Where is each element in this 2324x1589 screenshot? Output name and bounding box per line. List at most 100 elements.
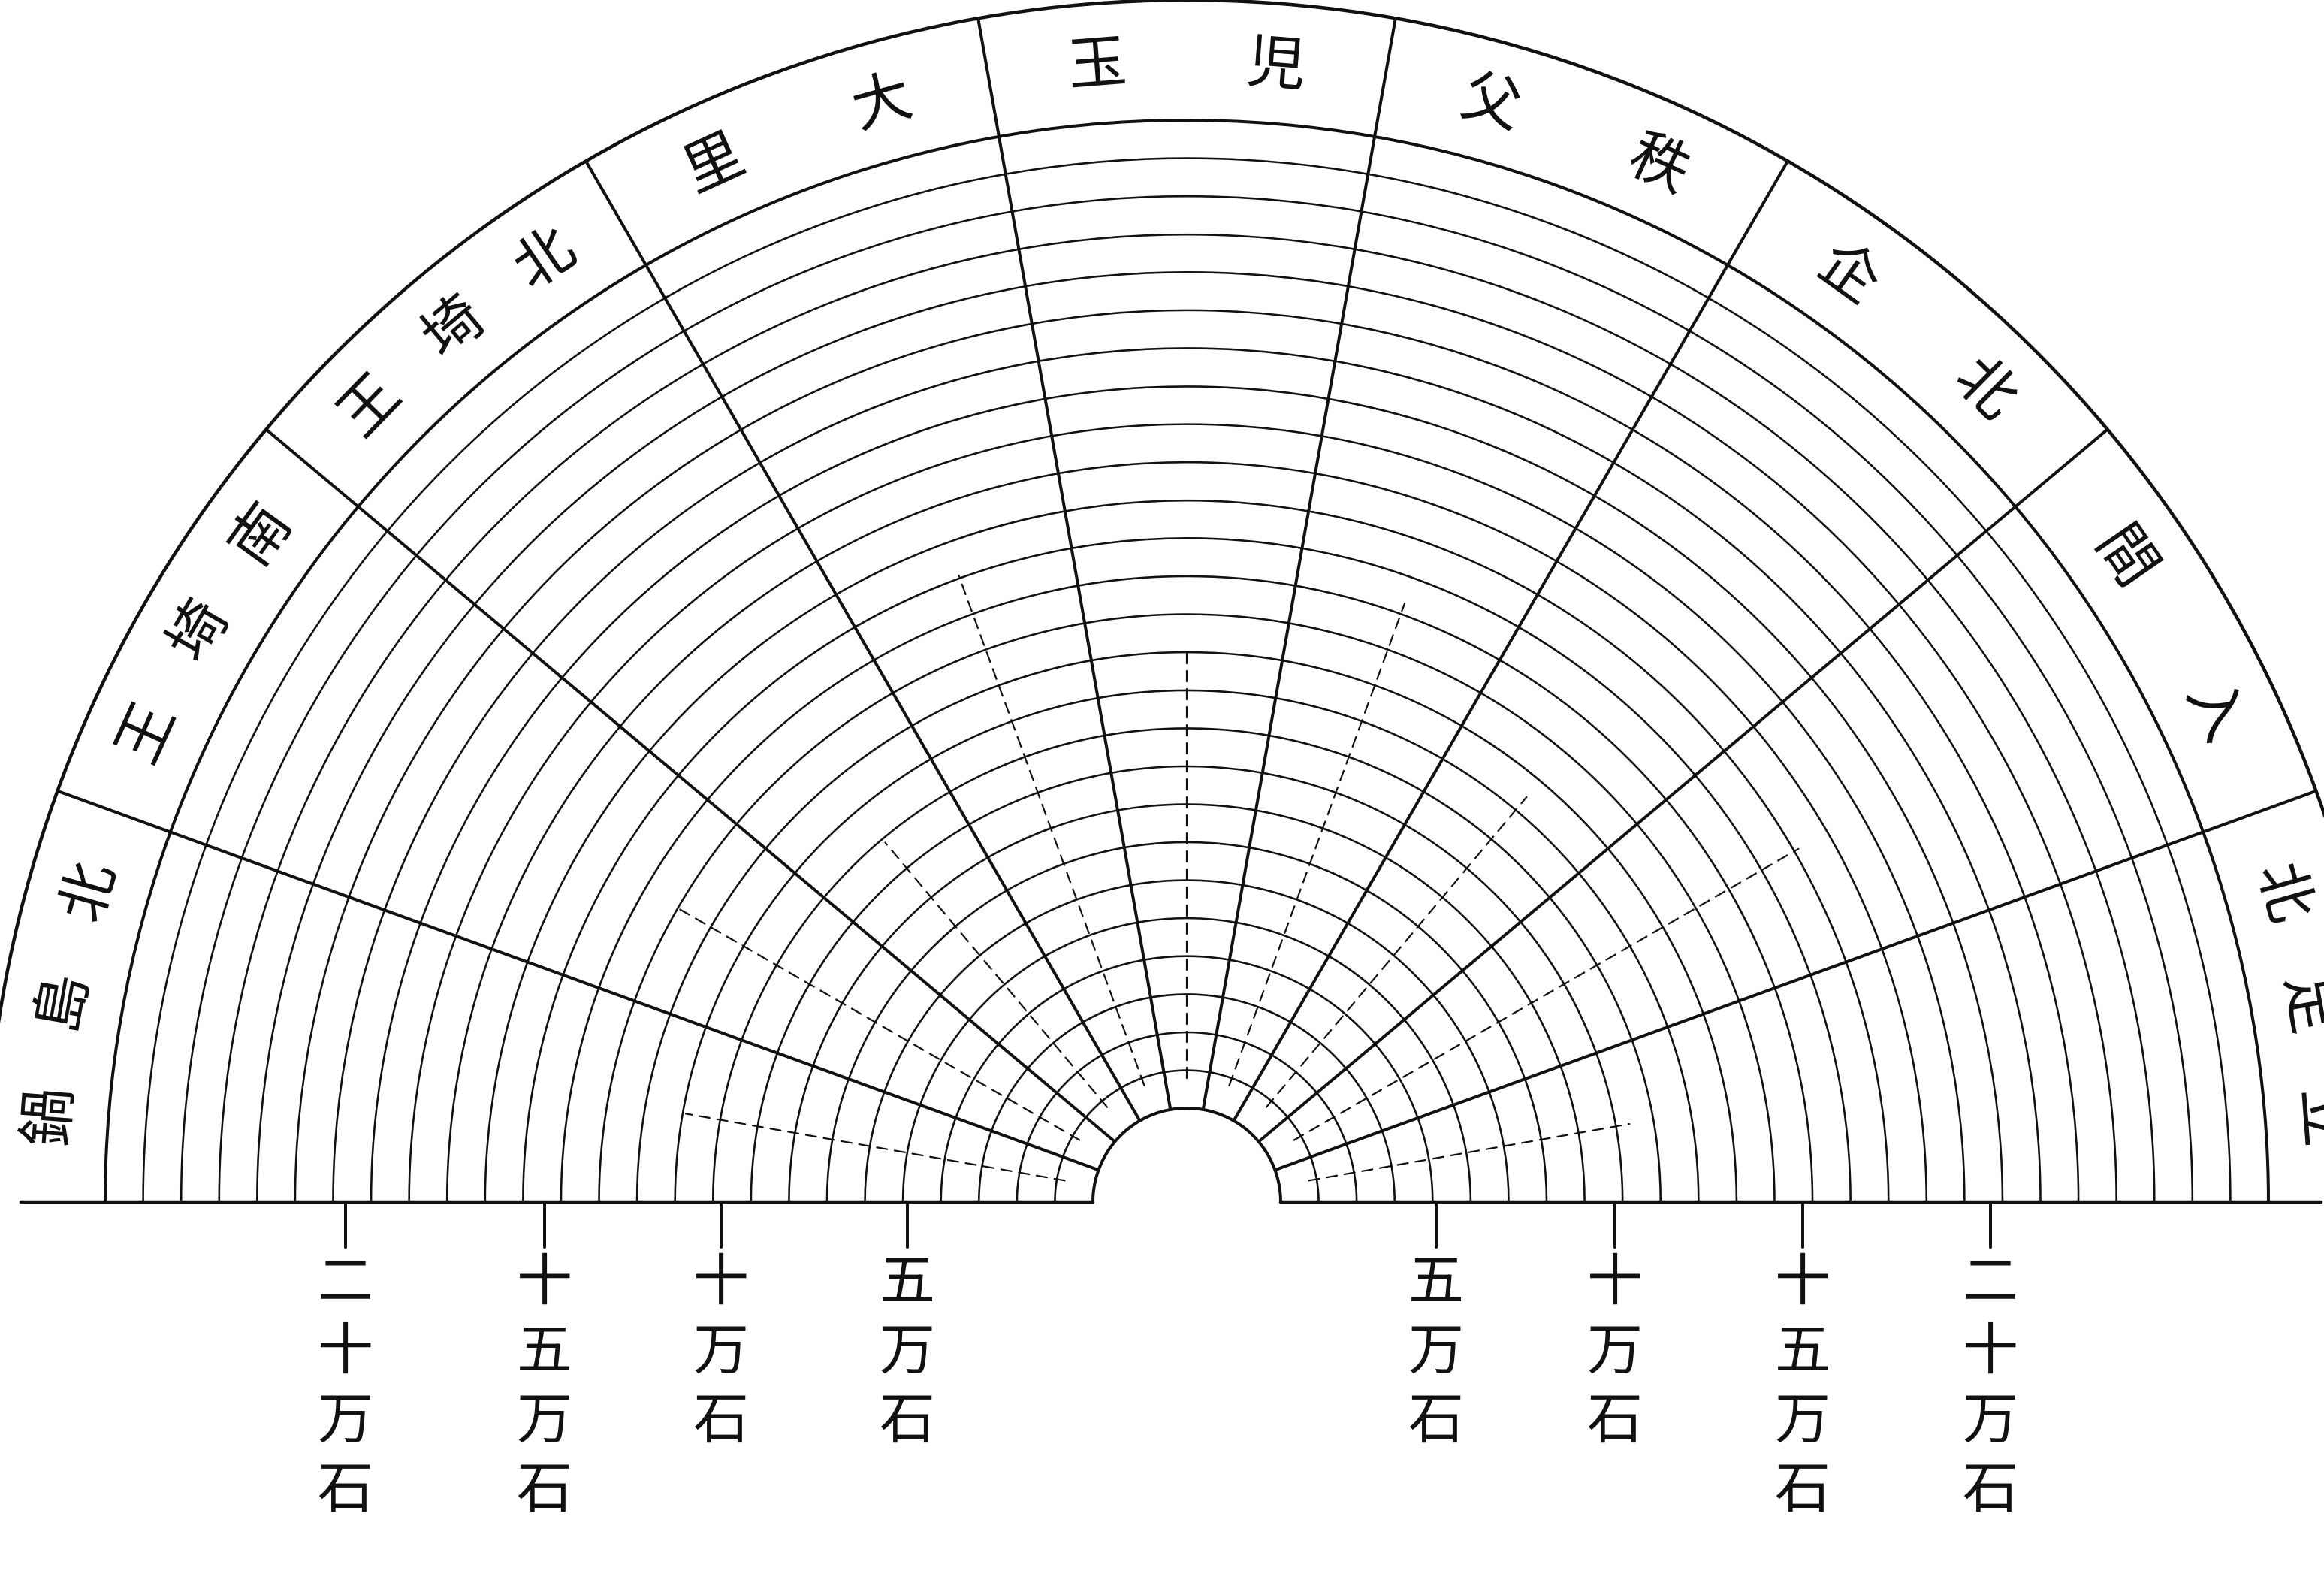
sector-label-char: 大 bbox=[844, 61, 919, 142]
scale-label-right-10: 十万石 bbox=[1587, 1249, 1643, 1452]
sector-value-ray bbox=[958, 574, 1145, 1087]
grid-ring bbox=[598, 613, 1776, 1204]
sector-label-2: 王埼南 bbox=[103, 491, 305, 774]
sector-label-4: 里大 bbox=[673, 61, 919, 205]
sector-dividers bbox=[56, 17, 2318, 1182]
scale-label-char: 万 bbox=[1587, 1318, 1643, 1382]
sector-label-char: 足 bbox=[2273, 969, 2324, 1038]
sector-label-char: 入 bbox=[2175, 669, 2261, 751]
sector-divider bbox=[1232, 159, 1789, 1122]
scale-label-right-5: 五万石 bbox=[1408, 1249, 1464, 1452]
scale-label-char: 万 bbox=[1775, 1387, 1831, 1452]
scale-label-char: 五 bbox=[880, 1249, 935, 1313]
sector-label-char: 王 bbox=[324, 361, 414, 450]
grid-ring bbox=[370, 385, 2004, 1204]
scale-label-char: 十 bbox=[318, 1318, 373, 1382]
sector-label-7: 企北 bbox=[1806, 228, 2032, 432]
scale-label-char: 万 bbox=[880, 1318, 935, 1382]
scale-label-char: 石 bbox=[1587, 1387, 1643, 1452]
scale-label-char: 万 bbox=[318, 1387, 373, 1452]
sector-divider bbox=[264, 427, 1117, 1143]
centre-hole-arc bbox=[1091, 1107, 1282, 1204]
sector-label-char: 北 bbox=[2245, 855, 2324, 930]
sector-label-char: 秩 bbox=[1619, 120, 1701, 206]
sector-value-ray bbox=[1293, 847, 1800, 1141]
sector-value-ray bbox=[884, 841, 1109, 1108]
scale-label-left-10: 十万石 bbox=[693, 1249, 749, 1452]
scale-label-char: 石 bbox=[517, 1456, 572, 1521]
scale-label-char: 万 bbox=[517, 1387, 572, 1452]
sector-divider bbox=[584, 159, 1142, 1122]
sector-label-char: 南 bbox=[216, 491, 305, 579]
scale-label-char: 石 bbox=[693, 1387, 749, 1452]
sector-label-1: 鍋島北 bbox=[12, 855, 128, 1149]
sector-divider bbox=[1201, 17, 1397, 1111]
scale-label-char: 万 bbox=[1963, 1387, 2018, 1452]
sector-label-char: 玉 bbox=[1065, 28, 1129, 100]
sector-label-char: 北 bbox=[1942, 343, 2032, 432]
sector-divider bbox=[976, 17, 1173, 1111]
grid-ring bbox=[445, 461, 1928, 1204]
scale-label-char: 二 bbox=[318, 1249, 373, 1313]
sector-label-9: 北足立 bbox=[2245, 855, 2324, 1149]
grid-ring bbox=[218, 234, 2156, 1204]
sector-label-char: 王 bbox=[103, 693, 189, 774]
scale-label-char: 石 bbox=[880, 1387, 935, 1452]
scale-label-char: 五 bbox=[1775, 1318, 1831, 1382]
sector-label-char: 間 bbox=[2083, 512, 2172, 598]
concentric-rings bbox=[0, 0, 2324, 1202]
sector-divider bbox=[1273, 789, 2318, 1172]
sector-value-ray bbox=[1228, 602, 1406, 1087]
scale-label-char: 十 bbox=[1963, 1318, 2018, 1382]
scale-ticks bbox=[344, 1201, 1992, 1249]
sector-value-ray bbox=[677, 907, 1081, 1141]
scale-label-char: 二 bbox=[1963, 1249, 2018, 1313]
sector-label-char: 島 bbox=[24, 969, 101, 1038]
sector-label-char: 埼 bbox=[154, 589, 242, 674]
sector-label-char: 北 bbox=[47, 855, 128, 930]
scale-label-char: 万 bbox=[1408, 1318, 1464, 1382]
sector-label-char: 企 bbox=[1806, 228, 1894, 317]
scale-label-char: 十 bbox=[693, 1249, 749, 1313]
scale-label-char: 十 bbox=[1587, 1249, 1643, 1313]
sector-label-char: 児 bbox=[1245, 28, 1308, 100]
scale-label-char: 五 bbox=[517, 1318, 572, 1382]
scale-label-char: 石 bbox=[1775, 1456, 1831, 1521]
scale-label-char: 石 bbox=[1408, 1387, 1464, 1452]
sector-label-char: 北 bbox=[501, 213, 587, 302]
outer-arc bbox=[0, 0, 2324, 1024]
sector-label-char: 鍋 bbox=[12, 1086, 84, 1149]
sector-label-char: 埼 bbox=[409, 282, 497, 372]
sector-label-5: 玉児 bbox=[1065, 28, 1308, 100]
sector-value-ray bbox=[1308, 1122, 1631, 1182]
grid-ring bbox=[484, 500, 1890, 1204]
sector-label-6: 父秩 bbox=[1455, 61, 1701, 205]
grid-ring bbox=[408, 423, 1966, 1204]
grid-ring bbox=[256, 271, 2117, 1204]
grid-ring bbox=[560, 575, 1814, 1204]
sector-divider bbox=[56, 789, 1100, 1172]
scale-label-char: 十 bbox=[517, 1249, 572, 1313]
label-band-arc bbox=[104, 119, 2270, 1204]
grid-ring bbox=[142, 157, 2232, 1204]
sector-label-char: 里 bbox=[673, 120, 754, 206]
grid-ring bbox=[977, 993, 1396, 1204]
sector-value-ray bbox=[1265, 796, 1528, 1108]
grid-ring bbox=[940, 955, 1434, 1204]
scale-label-char: 石 bbox=[318, 1456, 373, 1521]
scale-label-char: 十 bbox=[1775, 1249, 1831, 1313]
sector-value-ray bbox=[684, 1113, 1066, 1182]
sector-label-char: 父 bbox=[1455, 61, 1529, 142]
scale-label-char: 五 bbox=[1408, 1249, 1464, 1313]
sector-label-char: 立 bbox=[2289, 1086, 2324, 1149]
scale-label-char: 石 bbox=[1963, 1456, 2018, 1521]
scale-label-char: 万 bbox=[693, 1318, 749, 1382]
scale-label-left-5: 五万石 bbox=[880, 1249, 935, 1452]
sector-divider bbox=[1257, 427, 2109, 1143]
